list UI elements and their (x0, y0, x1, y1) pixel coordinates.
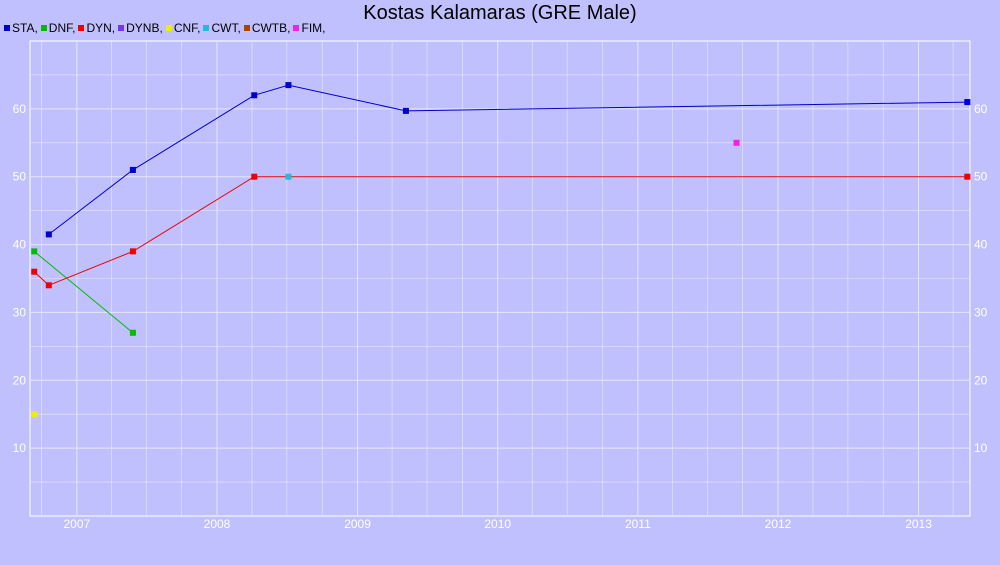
legend-item: DYN, (78, 21, 115, 35)
legend-swatch (165, 25, 172, 31)
x-tick-label: 2013 (905, 517, 932, 531)
data-point-dyn (251, 173, 258, 180)
legend-label: FIM, (301, 21, 326, 35)
series-line-dnf (33, 251, 134, 334)
data-point-dyn (45, 282, 52, 289)
legend-swatch (203, 25, 210, 31)
x-tick-label: 2011 (625, 517, 651, 531)
legend-label: DNF, (48, 21, 76, 35)
x-tick-label: 2007 (63, 517, 90, 531)
data-point-dnf (129, 329, 136, 336)
y-tick-label-left: 50 (13, 170, 27, 184)
legend-swatch (243, 25, 250, 31)
data-point-fim (733, 139, 740, 146)
data-point-sta (285, 82, 292, 89)
legend-swatch (293, 25, 300, 31)
legend-swatch (40, 25, 47, 31)
data-point-dyn (31, 268, 38, 275)
y-tick-label-left: 40 (13, 238, 27, 252)
legend-item: CWT, (203, 21, 241, 35)
legend-label: DYNB, (126, 21, 163, 35)
data-point-dnf (31, 248, 38, 255)
legend-item: DYNB, (118, 21, 163, 35)
y-tick-label-right: 20 (974, 373, 988, 387)
y-tick-label-left: 30 (13, 305, 27, 319)
y-tick-label-right: 10 (974, 441, 988, 455)
data-point-dyn (129, 248, 136, 255)
data-point-sta (45, 231, 52, 238)
legend-item: CNF, (165, 21, 201, 35)
y-tick-label-left: 10 (13, 441, 27, 455)
x-tick-label: 2009 (344, 517, 371, 531)
axes: 10 10 20 20 30 30 40 40 50 50 60 60 2007 2008 2009 2010… (13, 102, 988, 531)
y-tick-label-right: 60 (974, 102, 988, 116)
series-dnf (31, 248, 136, 336)
y-tick-label-right: 30 (974, 305, 988, 319)
x-tick-label: 2008 (204, 517, 231, 531)
data-point-dyn (964, 173, 971, 180)
data-point-cnf (31, 411, 38, 418)
chart-title: Kostas Kalamaras (GRE Male) (363, 2, 637, 24)
series-fim (733, 139, 740, 146)
y-tick-label-right: 40 (974, 238, 988, 252)
legend-item: CWTB, (243, 21, 291, 35)
data-point-sta (251, 92, 258, 99)
y-tick-label-left: 60 (13, 102, 27, 116)
series-sta (45, 82, 971, 238)
y-tick-label-left: 20 (13, 373, 27, 387)
series-cnf (31, 411, 38, 418)
data-point-sta (402, 107, 409, 114)
legend-label: CWT, (211, 21, 241, 35)
legend-label: CWTB, (251, 21, 291, 35)
x-tick-label: 2010 (484, 517, 511, 531)
legend-label: DYN, (86, 21, 116, 35)
legend-item: STA, (4, 21, 38, 35)
x-tick-label: 2012 (765, 517, 792, 531)
legend-swatch (4, 25, 10, 31)
legend-label: STA, (12, 21, 38, 35)
series-layer (31, 82, 971, 418)
data-point-cwt (285, 173, 292, 180)
data-point-sta (129, 166, 136, 173)
legend-item: FIM, (293, 21, 325, 35)
legend-swatch (118, 25, 125, 31)
legend: STA, DNF, DYN, DYNB, CNF, CWT, CWTB, FIM, (4, 20, 328, 36)
y-tick-label-right: 50 (974, 170, 988, 184)
legend-item: DNF, (40, 21, 76, 35)
legend-label: CNF, (173, 21, 201, 35)
series-line-sta (48, 84, 968, 235)
legend-swatch (78, 25, 85, 31)
series-dyn (31, 173, 971, 289)
data-point-sta (964, 99, 971, 106)
series-cwt (285, 173, 292, 180)
